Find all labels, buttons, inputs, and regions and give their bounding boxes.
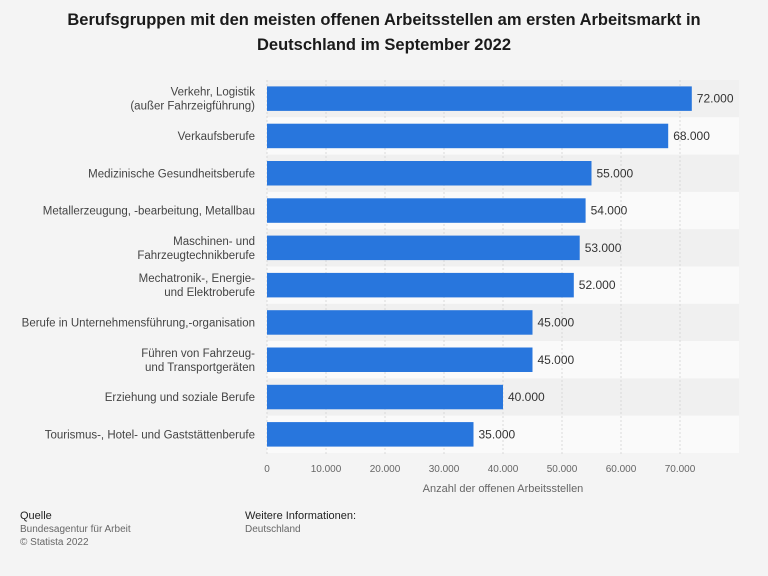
- category-label: Tourismus-, Hotel- und Gaststättenberufe: [45, 429, 255, 441]
- data-label: 55.000: [597, 166, 634, 180]
- chart-title: Berufsgruppen mit den meisten offenen Ar…: [67, 11, 701, 54]
- data-label: 40.000: [508, 390, 545, 404]
- info-line: Deutschland: [245, 524, 301, 535]
- category-label: Medizinische Gesundheitsberufe: [88, 168, 255, 180]
- category-label: Metallerzeugung, -bearbeitung, Metallbau: [43, 206, 255, 218]
- bar: [267, 123, 669, 149]
- category-label: Führen von Fahrzeug-und Transportgeräten: [141, 348, 255, 374]
- category-label: Maschinen- und Fahrzeugtechnikberufe: [137, 236, 255, 262]
- data-label: 53.000: [585, 241, 622, 255]
- info-block: Weitere Informationen: Deutschland: [245, 510, 356, 536]
- bar: [267, 235, 580, 261]
- bar: [267, 161, 592, 186]
- data-label: 72.000: [697, 92, 734, 106]
- tick-label: 40.000: [488, 464, 519, 475]
- category-label: Berufe in Unternehmensführung,-organisat…: [22, 317, 255, 329]
- tick-label: 30.000: [429, 464, 460, 475]
- tick-label: 60.000: [606, 464, 637, 475]
- source-block: Quelle Bundesagentur für Arbeit © Statis…: [20, 510, 131, 549]
- tick-label: 70.000: [665, 464, 696, 475]
- data-label: 68.000: [673, 129, 710, 143]
- bar: [267, 384, 503, 410]
- bar: [267, 272, 574, 298]
- tick-label: 20.000: [370, 464, 401, 475]
- copyright-line: © Statista 2022: [20, 537, 89, 548]
- bar: [267, 198, 586, 223]
- bar: [267, 347, 533, 372]
- info-heading: Weitere Informationen:: [245, 510, 357, 522]
- tick-label: 10.000: [311, 464, 342, 475]
- data-label: 35.000: [479, 427, 516, 441]
- bar: [267, 310, 533, 335]
- source-heading: Quelle: [20, 510, 52, 522]
- source-line: Bundesagentur für Arbeit: [20, 524, 131, 535]
- category-label: Mechatronik-, Energie-und Elektroberufe: [139, 273, 255, 299]
- category-label: Verkehr, Logistik (außer Fahrzeigführung): [130, 87, 255, 113]
- tick-label: 50.000: [547, 464, 578, 475]
- data-label: 52.000: [579, 278, 616, 292]
- category-label: Verkaufsberufe: [178, 131, 255, 143]
- bar-chart: 72.000 Verkehr, Logistik (außer Fahrzeigfü…: [21, 80, 734, 495]
- data-label: 45.000: [538, 353, 575, 367]
- x-axis-label: Anzahl der offenen Arbeitsstellen: [423, 483, 584, 495]
- tick-label: 0: [264, 464, 270, 475]
- category-label: Erziehung und soziale Berufe: [105, 392, 255, 404]
- bar: [267, 422, 474, 447]
- bar: [267, 86, 692, 111]
- data-label: 45.000: [538, 315, 575, 329]
- data-label: 54.000: [591, 204, 628, 218]
